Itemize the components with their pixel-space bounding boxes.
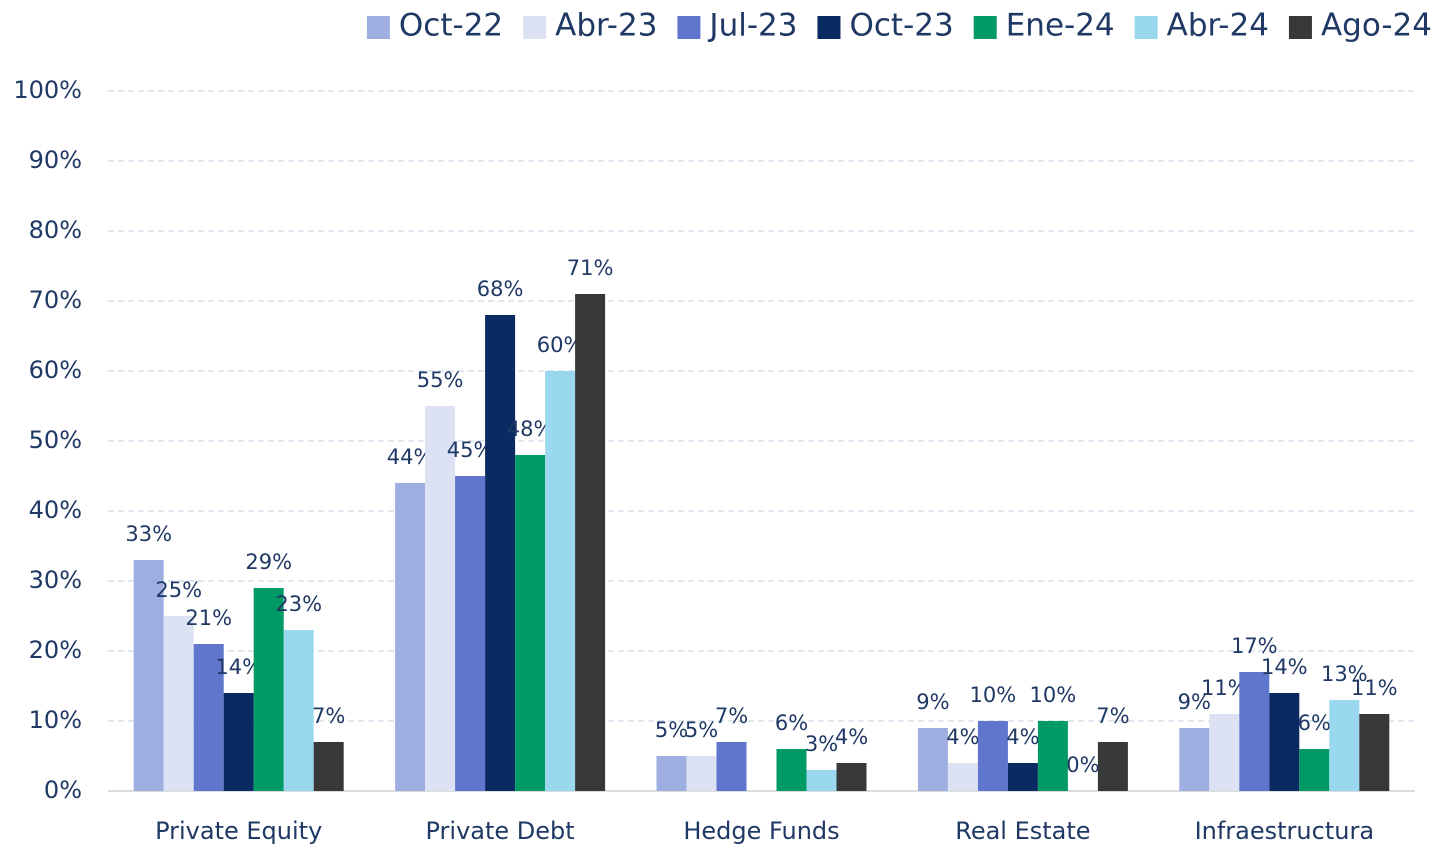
bar bbox=[193, 644, 224, 791]
x-tick-label: Private Equity bbox=[155, 817, 322, 845]
data-label: 9% bbox=[1178, 690, 1211, 714]
bar bbox=[485, 315, 516, 791]
data-label: 23% bbox=[275, 592, 322, 616]
bar bbox=[1239, 672, 1270, 791]
bar bbox=[917, 728, 948, 791]
bar bbox=[395, 483, 426, 791]
data-label: 71% bbox=[567, 256, 614, 280]
data-label: 21% bbox=[185, 606, 232, 630]
bar bbox=[313, 742, 344, 791]
bar bbox=[1329, 700, 1360, 791]
data-label: 11% bbox=[1351, 676, 1398, 700]
data-label: 29% bbox=[245, 550, 292, 574]
data-label: 7% bbox=[1096, 704, 1129, 728]
y-tick-label: 60% bbox=[29, 356, 82, 384]
bar bbox=[253, 588, 284, 791]
legend-label: Ago-24 bbox=[1321, 8, 1432, 44]
y-tick-label: 0% bbox=[44, 776, 82, 804]
legend-swatch bbox=[1134, 16, 1158, 39]
y-tick-label: 40% bbox=[29, 496, 82, 524]
bar bbox=[425, 406, 456, 791]
bar bbox=[656, 756, 687, 791]
data-label: 13% bbox=[1321, 662, 1368, 686]
data-label: 10% bbox=[970, 683, 1017, 707]
bar bbox=[716, 742, 747, 791]
bar bbox=[163, 616, 194, 791]
legend-swatch bbox=[523, 16, 547, 39]
y-tick-label: 20% bbox=[29, 636, 82, 664]
bar bbox=[977, 721, 1008, 791]
bar bbox=[776, 749, 807, 791]
legend-swatch bbox=[1288, 16, 1312, 39]
data-label: 6% bbox=[775, 711, 808, 735]
y-tick-label: 50% bbox=[29, 426, 82, 454]
data-label: 7% bbox=[715, 704, 748, 728]
data-label: 5% bbox=[685, 718, 718, 742]
bar bbox=[455, 476, 486, 791]
bar bbox=[806, 770, 837, 791]
bar bbox=[1299, 749, 1330, 791]
bar bbox=[836, 763, 867, 791]
bar bbox=[283, 630, 314, 791]
x-tick-label: Hedge Funds bbox=[683, 817, 839, 845]
data-label: 5% bbox=[655, 718, 688, 742]
legend-swatch bbox=[973, 16, 997, 39]
y-tick-label: 10% bbox=[29, 706, 82, 734]
bar bbox=[1097, 742, 1128, 791]
legend-label: Oct-22 bbox=[399, 8, 503, 44]
data-label: 68% bbox=[477, 277, 524, 301]
x-tick-label: Private Debt bbox=[425, 817, 574, 845]
legend-swatch bbox=[366, 16, 390, 39]
bar bbox=[575, 294, 606, 791]
bar bbox=[515, 455, 546, 791]
bar bbox=[1179, 728, 1210, 791]
bar bbox=[1007, 763, 1038, 791]
data-label: 6% bbox=[1298, 711, 1331, 735]
data-label: 4% bbox=[835, 725, 868, 749]
bar bbox=[133, 560, 164, 791]
legend-label: Abr-24 bbox=[1167, 8, 1269, 44]
legend-swatch bbox=[677, 16, 701, 39]
y-tick-label: 80% bbox=[29, 216, 82, 244]
y-tick-label: 90% bbox=[29, 146, 82, 174]
data-label: 4% bbox=[946, 725, 979, 749]
data-label: 4% bbox=[1006, 725, 1039, 749]
data-label: 7% bbox=[312, 704, 345, 728]
y-tick-label: 70% bbox=[29, 286, 82, 314]
bar bbox=[947, 763, 978, 791]
bar bbox=[1037, 721, 1068, 791]
data-label: 9% bbox=[916, 690, 949, 714]
data-label: 0% bbox=[1066, 753, 1099, 777]
data-label: 55% bbox=[417, 368, 464, 392]
legend-label: Oct-23 bbox=[849, 8, 953, 44]
legend-label: Ene-24 bbox=[1006, 8, 1115, 44]
y-tick-label: 100% bbox=[13, 76, 82, 104]
bar bbox=[686, 756, 717, 791]
data-label: 14% bbox=[1261, 655, 1308, 679]
x-tick-label: Real Estate bbox=[955, 817, 1090, 845]
data-label: 33% bbox=[125, 522, 172, 546]
bar bbox=[1209, 714, 1240, 791]
legend-swatch bbox=[817, 16, 841, 39]
bar bbox=[1269, 693, 1300, 791]
bar bbox=[223, 693, 254, 791]
data-label: 3% bbox=[805, 732, 838, 756]
y-tick-label: 30% bbox=[29, 566, 82, 594]
legend-label: Abr-23 bbox=[555, 8, 657, 44]
data-label: 10% bbox=[1030, 683, 1077, 707]
bar bbox=[545, 371, 576, 791]
x-tick-label: Infraestructura bbox=[1195, 817, 1374, 845]
bar bbox=[1359, 714, 1390, 791]
legend-label: Jul-23 bbox=[707, 8, 797, 44]
data-label: 17% bbox=[1231, 634, 1278, 658]
data-label: 25% bbox=[155, 578, 202, 602]
